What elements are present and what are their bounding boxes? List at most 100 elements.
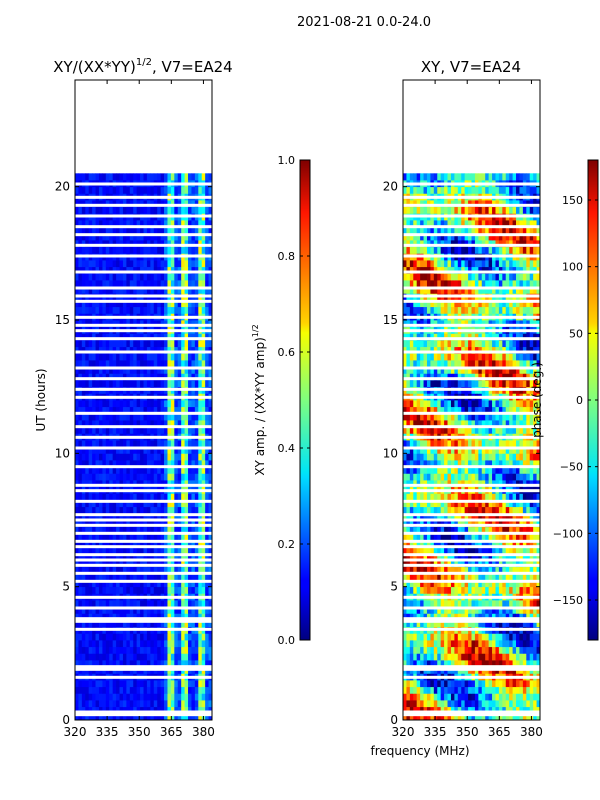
heatmap-cell	[502, 620, 507, 628]
heatmap-cell	[167, 600, 172, 608]
heatmap-cell	[119, 613, 124, 621]
heatmap-cell	[502, 453, 507, 461]
heatmap-cell	[88, 346, 93, 354]
heatmap-cell	[102, 620, 107, 628]
heatmap-cell	[88, 453, 93, 461]
heatmap-cell	[492, 606, 496, 614]
heatmap-cell	[536, 566, 540, 574]
heatmap-cell	[109, 693, 114, 701]
heatmap-cell	[205, 533, 209, 541]
heatmap-cell	[478, 553, 483, 561]
heatmap-cell	[492, 473, 496, 481]
heatmap-cell	[208, 600, 212, 608]
heatmap-cell	[406, 586, 411, 594]
heatmap-cell	[184, 353, 189, 361]
heatmap-cell	[116, 380, 120, 388]
heatmap-cell	[150, 306, 155, 314]
heatmap-cell	[81, 533, 86, 541]
heatmap-cell	[416, 446, 421, 454]
heatmap-cell	[516, 506, 520, 514]
heatmap-cell	[201, 660, 206, 668]
heatmap-cell	[208, 300, 212, 308]
heatmap-cell	[140, 706, 144, 714]
heatmap-cell	[468, 680, 472, 688]
heatmap-cell	[116, 633, 120, 641]
heatmap-cell	[126, 280, 131, 288]
heatmap-cell	[526, 466, 531, 474]
heatmap-cell	[430, 633, 435, 641]
heatmap-cell	[522, 566, 527, 574]
heatmap-cell	[157, 446, 162, 454]
heatmap-cell	[164, 353, 168, 361]
heatmap-cell	[194, 380, 199, 388]
heatmap-cell	[105, 226, 110, 234]
heatmap-cell	[201, 226, 206, 234]
heatmap-cell	[160, 240, 165, 248]
heatmap-cell	[133, 226, 138, 234]
heatmap-cell	[75, 340, 79, 348]
heatmap-cell	[502, 506, 507, 514]
heatmap-cell	[433, 506, 438, 514]
heatmap-cell	[85, 360, 90, 368]
heatmap-cell	[194, 220, 199, 228]
heatmap-cell	[181, 360, 185, 368]
heatmap-cell	[208, 406, 212, 414]
heatmap-cell	[116, 420, 120, 428]
heatmap-cell	[170, 573, 175, 581]
heatmap-cell	[102, 273, 107, 281]
heatmap-cell	[481, 640, 486, 648]
heatmap-cell	[471, 640, 476, 648]
heatmap-cell	[98, 693, 103, 701]
heatmap-cell	[105, 560, 110, 568]
heatmap-cell	[160, 233, 165, 241]
heatmap-cell	[119, 586, 124, 594]
heatmap-cell	[143, 580, 148, 588]
heatmap-cell	[198, 693, 203, 701]
heatmap-cell	[88, 286, 93, 294]
heatmap-cell	[188, 173, 192, 181]
heatmap-cell	[440, 460, 445, 468]
heatmap-cell	[188, 306, 192, 314]
heatmap-cell	[112, 340, 117, 348]
heatmap-cell	[485, 580, 490, 588]
heatmap-cell	[450, 493, 455, 501]
heatmap-cell	[157, 426, 162, 434]
heatmap-cell	[478, 653, 483, 661]
heatmap-cell	[498, 540, 503, 548]
heatmap-cell	[174, 440, 179, 448]
heatmap-cell	[164, 513, 168, 521]
heatmap-cell	[512, 620, 517, 628]
heatmap-cell	[133, 446, 138, 454]
heatmap-cell	[109, 306, 114, 314]
heatmap-cell	[194, 533, 199, 541]
heatmap-cell	[481, 586, 486, 594]
heatmap-cell	[194, 286, 199, 294]
heatmap-cell	[194, 506, 199, 514]
heatmap-cell	[184, 300, 189, 308]
heatmap-cell	[160, 713, 165, 720]
heatmap-cell	[98, 660, 103, 668]
heatmap-cell	[198, 613, 203, 621]
heatmap-cell	[181, 473, 185, 481]
heatmap-cell	[75, 453, 79, 461]
heatmap-cell	[495, 646, 500, 654]
heatmap-cell	[430, 706, 435, 714]
heatmap-cell	[536, 693, 540, 701]
heatmap-cell	[505, 653, 510, 661]
heatmap-cell	[433, 546, 438, 554]
heatmap-cell	[437, 640, 442, 648]
heatmap-cell	[181, 620, 185, 628]
heatmap-cell	[471, 493, 476, 501]
heatmap-cell	[198, 226, 203, 234]
heatmap-cell	[198, 340, 203, 348]
heatmap-cell	[433, 493, 438, 501]
heatmap-cell	[150, 320, 155, 328]
heatmap-cell	[122, 286, 127, 294]
heatmap-cell	[95, 266, 100, 274]
heatmap-cell	[181, 373, 185, 381]
heatmap-cell	[136, 506, 141, 514]
heatmap-cell	[437, 580, 442, 588]
heatmap-cell	[78, 453, 83, 461]
heatmap-cell	[81, 240, 86, 248]
heatmap-cell	[98, 346, 103, 354]
